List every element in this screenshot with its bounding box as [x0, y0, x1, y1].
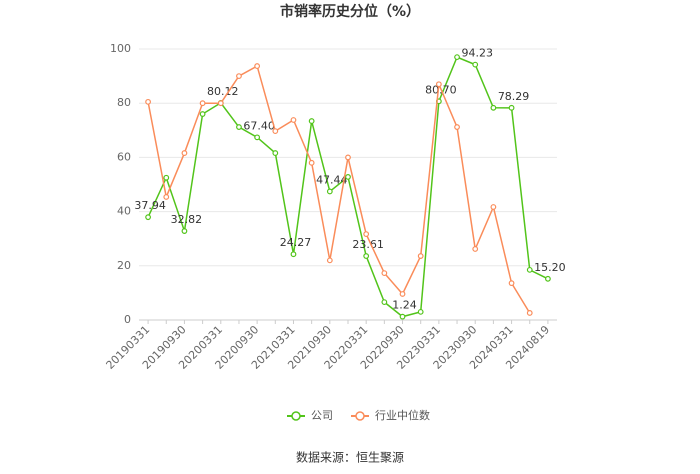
- point: [326, 188, 333, 195]
- point: [526, 310, 533, 316]
- point: [254, 63, 261, 69]
- point: [381, 299, 388, 306]
- point: [490, 104, 497, 111]
- data-label: 47.44: [316, 173, 348, 186]
- point: [308, 159, 315, 166]
- data-label: 67.40: [243, 119, 275, 132]
- legend-marker: [291, 411, 301, 421]
- point: [163, 194, 170, 200]
- point: [472, 61, 479, 68]
- point: [145, 214, 151, 221]
- legend-label[interactable]: 行业中位数: [375, 408, 430, 422]
- y-tick-label: 80: [117, 96, 131, 109]
- point: [399, 291, 406, 297]
- point: [217, 100, 224, 107]
- y-tick-label: 20: [117, 259, 131, 272]
- data-label: 24.27: [280, 236, 312, 249]
- point: [290, 117, 297, 123]
- data-label: 37.94: [134, 199, 166, 212]
- point: [163, 174, 170, 181]
- legend-label[interactable]: 公司: [311, 409, 333, 422]
- point: [236, 124, 242, 130]
- point: [199, 100, 206, 107]
- point: [472, 246, 479, 252]
- point: [181, 228, 188, 234]
- point: [308, 118, 315, 124]
- point: [345, 174, 351, 180]
- point: [399, 313, 406, 320]
- source: 数据来源：恒生聚源: [296, 450, 404, 465]
- series-line: [147, 64, 531, 314]
- y-tick-label: 0: [124, 313, 131, 326]
- point: [508, 104, 515, 111]
- point: [363, 231, 370, 237]
- chart-title: 市销率历史分位（%）: [280, 3, 420, 20]
- data-label: 23.61: [352, 238, 384, 251]
- point: [254, 134, 261, 141]
- point: [345, 154, 351, 161]
- point: [363, 253, 370, 259]
- point: [435, 81, 442, 88]
- data-label: 78.29: [498, 90, 530, 103]
- point: [181, 150, 188, 156]
- point: [199, 111, 206, 117]
- point: [508, 280, 515, 287]
- y-tick-label: 100: [110, 42, 131, 55]
- legend-marker: [355, 411, 365, 421]
- point: [545, 275, 551, 282]
- point: [417, 253, 424, 259]
- data-label: 80.12: [207, 85, 239, 98]
- point: [417, 308, 424, 315]
- point: [290, 251, 297, 258]
- data-label: 1.24: [392, 299, 417, 312]
- point: [145, 98, 151, 105]
- point: [454, 54, 460, 61]
- point: [381, 270, 388, 277]
- point: [526, 266, 533, 273]
- data-label: 32.82: [171, 213, 203, 226]
- point: [272, 150, 279, 156]
- point: [454, 124, 460, 130]
- y-tick-label: 60: [117, 150, 131, 163]
- point: [272, 128, 279, 135]
- data-label: 15.20: [534, 261, 566, 274]
- point: [326, 257, 333, 264]
- data-label: 94.23: [461, 47, 493, 60]
- point: [236, 73, 242, 79]
- y-tick-label: 40: [117, 205, 131, 218]
- point: [490, 204, 497, 210]
